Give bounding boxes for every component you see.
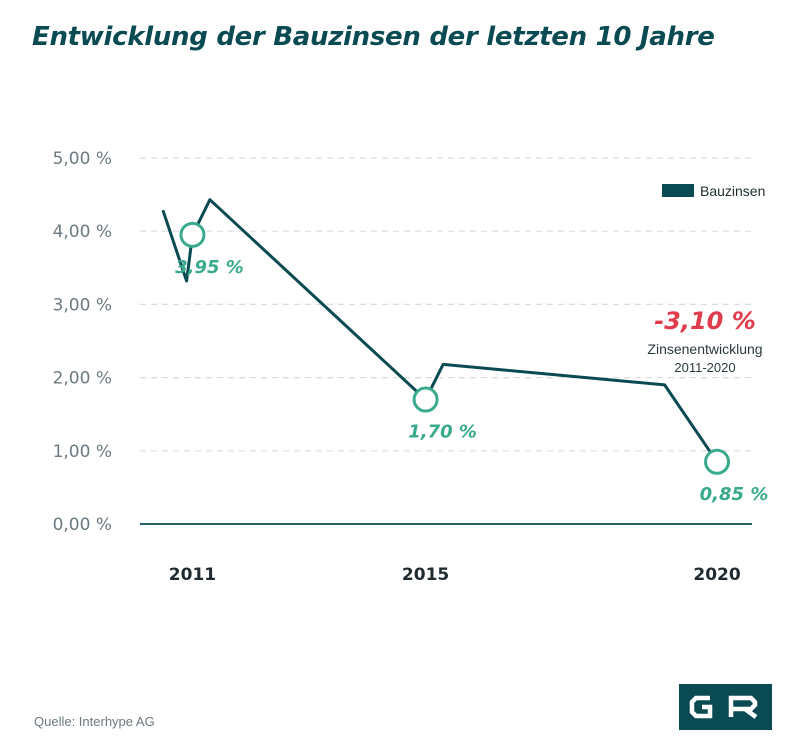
change-value: -3,10 % <box>654 307 756 335</box>
gr-logo <box>679 684 772 730</box>
data-label: 0,85 % <box>700 484 769 505</box>
x-tick-label: 2020 <box>693 565 740 585</box>
legend-swatch <box>662 184 694 197</box>
series-line-bauzinsen <box>161 198 719 464</box>
chart-title: Entwicklung der Bauzinsen der letzten 10… <box>32 22 715 52</box>
x-tick-label: 2015 <box>402 565 449 585</box>
highlight-marker <box>412 386 439 413</box>
source-note: Quelle: Interhype AG <box>34 714 155 729</box>
highlight-marker <box>704 448 731 475</box>
change-label: Zinsenentwicklung <box>647 341 762 357</box>
x-tick-label: 2011 <box>169 565 216 585</box>
y-tick-label: 0,00 % <box>53 515 112 535</box>
legend-label: Bauzinsen <box>700 183 765 199</box>
y-tick-label: 3,00 % <box>53 295 112 315</box>
change-range: 2011-2020 <box>674 360 735 375</box>
data-label: 1,70 % <box>408 422 477 443</box>
y-tick-label: 1,00 % <box>53 442 112 462</box>
gr-logo-mark <box>689 695 758 719</box>
y-tick-label: 5,00 % <box>53 149 112 169</box>
y-tick-label: 4,00 % <box>53 222 112 242</box>
data-label: 3,95 % <box>175 257 244 278</box>
y-tick-label: 2,00 % <box>53 369 112 389</box>
highlight-marker <box>179 221 206 248</box>
